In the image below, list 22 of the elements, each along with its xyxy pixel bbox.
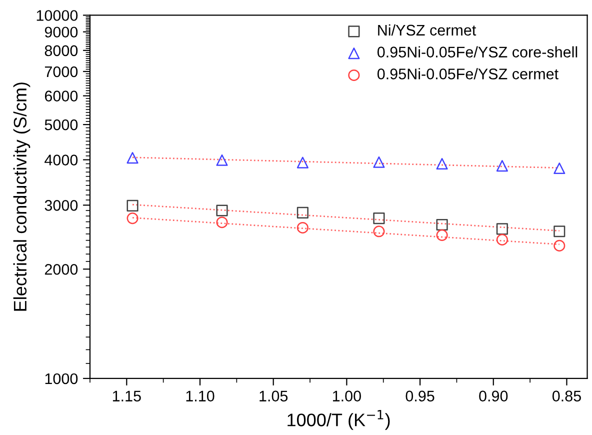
x-tick-label: 1.05 — [260, 390, 288, 402]
x-tick-label: 1.00 — [332, 390, 361, 402]
y-tick-label: 4000 — [44, 154, 78, 166]
x-tick-label: 1.10 — [186, 390, 214, 402]
x-axis-title: 1000/T (K$^{−1}$) — [288, 410, 390, 430]
legend-label: Ni/YSZ cermet — [378, 24, 476, 36]
x-tick-label: 0.95 — [406, 390, 434, 402]
y-axis-title: Electrical conductivity (S/cm) — [13, 82, 30, 311]
legend-label: 0.95Ni-0.05Fe/YSZ cermet — [377, 68, 558, 80]
y-tick-label: 10000 — [36, 10, 78, 21]
y-tick-label: 8000 — [44, 45, 78, 56]
y-tick-label: 7000 — [44, 66, 78, 78]
y-tick-label: 5000 — [44, 119, 78, 130]
y-tick-label: 6000 — [44, 90, 78, 102]
y-tick-label: 1000 — [45, 373, 78, 384]
y-tick-label: 3000 — [44, 200, 78, 211]
x-tick-label: 0.85 — [552, 390, 581, 402]
y-tick-label: 2000 — [44, 264, 78, 275]
x-tick-label: 0.90 — [479, 390, 508, 402]
y-tick-label: 9000 — [44, 26, 78, 38]
legend-label: 0.95Ni-0.05Fe/YSZ core-shell — [377, 46, 578, 58]
x-tick-label: 1.15 — [112, 390, 141, 402]
